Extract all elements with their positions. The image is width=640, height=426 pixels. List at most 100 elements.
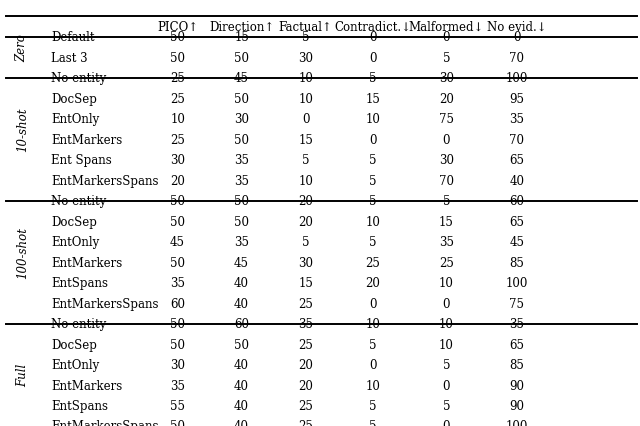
Text: 0: 0 (369, 358, 376, 371)
Text: 10: 10 (365, 379, 380, 391)
Text: 10: 10 (298, 174, 313, 187)
Text: 20: 20 (365, 276, 380, 289)
Text: 50: 50 (234, 215, 249, 228)
Text: 50: 50 (170, 31, 185, 44)
Text: No entity: No entity (51, 195, 106, 207)
Text: 40: 40 (234, 297, 249, 310)
Text: 50: 50 (170, 215, 185, 228)
Text: 20: 20 (298, 379, 313, 391)
Text: 95: 95 (509, 92, 524, 105)
Text: 45: 45 (509, 236, 524, 248)
Text: 60: 60 (170, 297, 185, 310)
Text: 30: 30 (439, 72, 454, 85)
Text: 30: 30 (298, 52, 313, 64)
Text: 10: 10 (439, 276, 454, 289)
Text: EntMarkersSpans: EntMarkersSpans (51, 420, 159, 426)
Text: 30: 30 (298, 256, 313, 269)
Text: 70: 70 (509, 133, 524, 146)
Text: 40: 40 (234, 379, 249, 391)
Text: 5: 5 (443, 52, 450, 64)
Text: 20: 20 (439, 92, 454, 105)
Text: 85: 85 (509, 358, 524, 371)
Text: 40: 40 (234, 276, 249, 289)
Text: 15: 15 (298, 133, 313, 146)
Text: No entity: No entity (51, 72, 106, 85)
Text: 5: 5 (369, 236, 376, 248)
Text: EntMarkers: EntMarkers (51, 133, 122, 146)
Text: 60: 60 (509, 195, 524, 207)
Text: 35: 35 (170, 276, 185, 289)
Text: 0: 0 (443, 31, 450, 44)
Text: 20: 20 (170, 174, 185, 187)
Text: 15: 15 (234, 31, 249, 44)
Text: 20: 20 (298, 195, 313, 207)
Text: No entity: No entity (51, 317, 106, 330)
Text: 0: 0 (369, 297, 376, 310)
Text: 50: 50 (170, 420, 185, 426)
Text: PICO↑: PICO↑ (157, 21, 198, 34)
Text: 5: 5 (443, 358, 450, 371)
Text: 35: 35 (509, 317, 524, 330)
Text: 50: 50 (234, 52, 249, 64)
Text: 70: 70 (509, 52, 524, 64)
Text: 5: 5 (369, 174, 376, 187)
Text: 35: 35 (439, 236, 454, 248)
Text: 50: 50 (170, 317, 185, 330)
Text: 100: 100 (506, 276, 528, 289)
Text: 0: 0 (443, 420, 450, 426)
Text: 20: 20 (298, 215, 313, 228)
Text: 50: 50 (234, 133, 249, 146)
Text: Full: Full (16, 363, 29, 386)
Text: DocSep: DocSep (51, 215, 97, 228)
Text: 10: 10 (170, 113, 185, 126)
Text: 35: 35 (234, 236, 249, 248)
Text: 65: 65 (509, 154, 524, 167)
Text: 10-shot: 10-shot (16, 107, 29, 152)
Text: 10: 10 (439, 338, 454, 351)
Text: 75: 75 (509, 297, 524, 310)
Text: 5: 5 (369, 399, 376, 412)
Text: 15: 15 (298, 276, 313, 289)
Text: 10: 10 (365, 215, 380, 228)
Text: 50: 50 (170, 338, 185, 351)
Text: EntOnly: EntOnly (51, 236, 99, 248)
Text: 100: 100 (506, 420, 528, 426)
Text: 20: 20 (298, 358, 313, 371)
Text: Zero: Zero (16, 34, 29, 62)
Text: 10: 10 (365, 317, 380, 330)
Text: 5: 5 (369, 72, 376, 85)
Text: 5: 5 (302, 236, 309, 248)
Text: 40: 40 (234, 420, 249, 426)
Text: Ent Spans: Ent Spans (51, 154, 112, 167)
Text: 10: 10 (365, 113, 380, 126)
Text: 5: 5 (302, 31, 309, 44)
Text: 10: 10 (439, 317, 454, 330)
Text: 50: 50 (170, 52, 185, 64)
Text: 10: 10 (298, 72, 313, 85)
Text: 55: 55 (170, 399, 185, 412)
Text: 5: 5 (443, 399, 450, 412)
Text: 35: 35 (234, 174, 249, 187)
Text: 0: 0 (302, 113, 309, 126)
Text: 25: 25 (170, 72, 185, 85)
Text: 0: 0 (369, 52, 376, 64)
Text: EntOnly: EntOnly (51, 358, 99, 371)
Text: 35: 35 (170, 379, 185, 391)
Text: 30: 30 (439, 154, 454, 167)
Text: 90: 90 (509, 379, 524, 391)
Text: 10: 10 (298, 92, 313, 105)
Text: 60: 60 (234, 317, 249, 330)
Text: 40: 40 (234, 358, 249, 371)
Text: 30: 30 (234, 113, 249, 126)
Text: 100: 100 (506, 72, 528, 85)
Text: Direction↑: Direction↑ (209, 21, 274, 34)
Text: 35: 35 (509, 113, 524, 126)
Text: 50: 50 (234, 338, 249, 351)
Text: 65: 65 (509, 215, 524, 228)
Text: DocSep: DocSep (51, 92, 97, 105)
Text: 25: 25 (298, 399, 313, 412)
Text: 70: 70 (439, 174, 454, 187)
Text: 45: 45 (234, 256, 249, 269)
Text: 35: 35 (298, 317, 313, 330)
Text: 30: 30 (170, 358, 185, 371)
